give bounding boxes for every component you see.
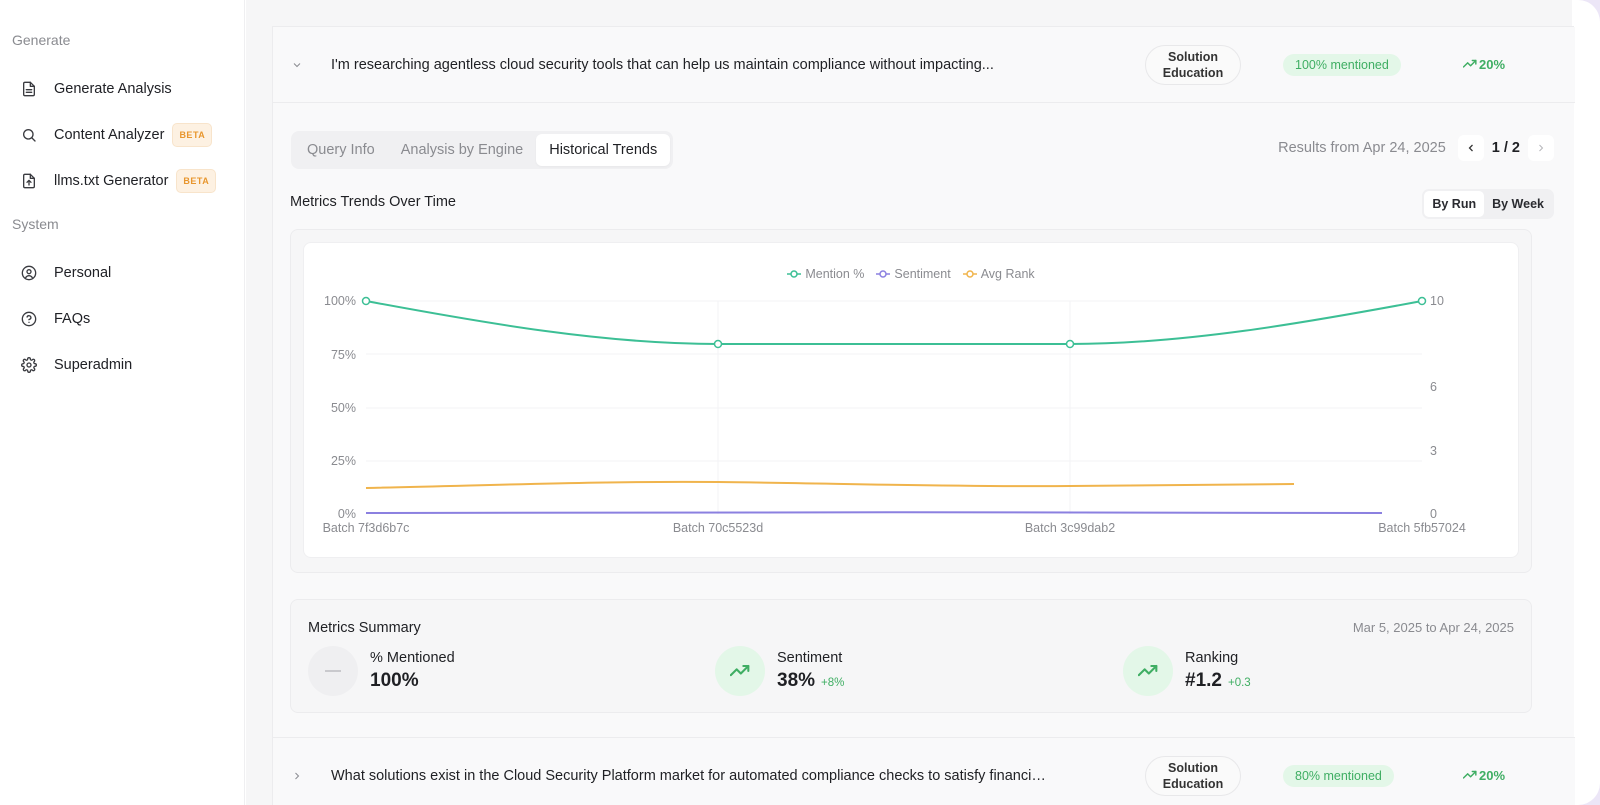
mention-line [365,300,1423,345]
user-circle-icon [20,264,38,282]
sidebar-item-content-analyzer[interactable]: Content Analyzer BETA [0,112,244,158]
chart-legend: Mention % Sentiment Avg Rank [304,267,1518,281]
chart-container: Mention % Sentiment Avg Rank [290,229,1532,573]
mention-badge: 80% mentioned [1283,764,1394,787]
sidebar-item-llms-txt-generator[interactable]: llms.txt Generator BETA [0,158,244,204]
legend-marker-icon [876,270,891,278]
sidebar-item-faqs[interactable]: FAQs [0,296,244,342]
query-row-collapsed[interactable]: What solutions exist in the Cloud Securi… [273,737,1575,805]
line-chart: Mention % Sentiment Avg Rank [303,242,1519,558]
chart-plot: 0% 25% 50% 75% 100% 0 3 6 10 [323,294,1466,535]
search-icon [20,126,38,144]
chevron-right-icon [1539,144,1544,152]
detail-tabs: Query Info Analysis by Engine Historical… [291,131,674,169]
svg-text:25%: 25% [331,454,356,468]
svg-text:0: 0 [1430,507,1437,521]
category-pill: Solution Education [1145,755,1241,796]
file-upload-icon [20,172,38,190]
svg-text:75%: 75% [331,348,356,362]
sidebar-item-label: Superadmin [54,357,133,373]
beta-badge: BETA [176,169,217,193]
gear-icon [20,356,38,374]
page-indicator: 1 / 2 [1491,140,1520,156]
beta-badge: BETA [172,123,213,147]
svg-text:100%: 100% [324,294,356,308]
sidebar: Generate Generate Analysis Content Analy… [0,0,245,805]
by-week-button[interactable]: By Week [1492,197,1544,211]
trend-up-icon [1462,57,1477,72]
neutral-trend-icon [308,646,358,696]
sentiment-line [365,511,1383,514]
svg-text:Batch 7f3d6b7c: Batch 7f3d6b7c [323,521,410,535]
sidebar-item-label: Content Analyzer [54,127,165,143]
document-icon [20,80,38,98]
trend-value: 20% [1479,768,1506,783]
help-circle-icon [20,310,38,328]
sidebar-item-label: Generate Analysis [54,81,172,97]
summary-date-range: Mar 5, 2025 to Apr 24, 2025 [1352,620,1514,635]
queries-panel: I'm researching agentless cloud security… [272,26,1575,805]
trend-indicator: 20% [1462,57,1506,72]
svg-text:0%: 0% [338,507,356,521]
query-text: What solutions exist in the Cloud Securi… [331,767,1051,784]
trend-value: 20% [1479,57,1506,72]
svg-text:Batch 3c99dab2: Batch 3c99dab2 [1025,521,1115,535]
mention-badge: 100% mentioned [1283,53,1401,76]
trend-up-icon [1462,768,1477,783]
main-content: I'm researching agentless cloud security… [246,0,1575,805]
svg-text:Batch 70c5523d: Batch 70c5523d [673,521,763,535]
tab-query-info[interactable]: Query Info [307,142,375,158]
sidebar-item-personal[interactable]: Personal [0,250,244,296]
view-toggle: By Run By Week [1422,189,1554,219]
avg-rank-line [365,480,1295,489]
previous-page-button[interactable] [1457,135,1484,161]
sidebar-item-label: Personal [54,265,112,281]
category-pill: Solution Education [1145,44,1241,85]
sidebar-item-generate-analysis[interactable]: Generate Analysis [0,66,244,112]
metric-sentiment: Sentiment 38% +8% [715,646,844,696]
results-pagination: Results from Apr 24, 2025 1 / 2 [1278,134,1554,162]
svg-text:3: 3 [1430,444,1437,458]
svg-text:Batch 5fb57024: Batch 5fb57024 [1378,521,1466,535]
trend-indicator: 20% [1462,768,1506,783]
left-axis: 0% 25% 50% 75% 100% [324,294,356,521]
svg-text:6: 6 [1430,380,1437,394]
mention-points [361,296,1427,349]
legend-mention[interactable]: Mention % [787,267,864,281]
by-run-button[interactable]: By Run [1424,191,1485,217]
metric-delta: +0.3 [1227,677,1251,689]
metric-delta: +8% [821,677,845,689]
tab-analysis-by-engine[interactable]: Analysis by Engine [400,142,524,158]
chevron-down-icon[interactable] [291,59,303,71]
svg-text:10: 10 [1430,294,1444,308]
chevron-left-icon [1468,144,1473,152]
next-page-button[interactable] [1528,135,1554,161]
legend-marker-icon [962,270,977,278]
svg-text:50%: 50% [331,401,356,415]
sidebar-section-system: System [12,216,59,232]
chevron-right-icon[interactable] [291,770,303,782]
metric-ranking: Ranking #1.2 +0.3 [1123,646,1251,696]
sidebar-item-superadmin[interactable]: Superadmin [0,342,244,388]
query-row-expanded[interactable]: I'm researching agentless cloud security… [273,27,1575,103]
sidebar-item-label: FAQs [54,311,91,327]
legend-marker-icon [787,270,802,278]
trend-up-icon [1123,646,1173,696]
tab-historical-trends[interactable]: Historical Trends [536,134,671,166]
sidebar-section-generate: Generate [12,32,71,48]
results-date-label: Results from Apr 24, 2025 [1278,140,1446,156]
legend-avg-rank[interactable]: Avg Rank [962,267,1035,281]
metric-mentioned: % Mentioned 100% [308,646,455,696]
metrics-summary: Metrics Summary Mar 5, 2025 to Apr 24, 2… [290,599,1532,713]
right-axis: 0 3 6 10 [1430,294,1444,521]
summary-title: Metrics Summary [308,620,421,636]
legend-sentiment[interactable]: Sentiment [876,267,951,281]
trend-up-icon [715,646,765,696]
sidebar-item-label: llms.txt Generator [54,173,169,189]
x-axis: Batch 7f3d6b7c Batch 70c5523d Batch 3c99… [323,521,1466,535]
trends-title: Metrics Trends Over Time [290,194,456,210]
query-text: I'm researching agentless cloud security… [331,56,994,73]
gridlines [366,300,1422,514]
